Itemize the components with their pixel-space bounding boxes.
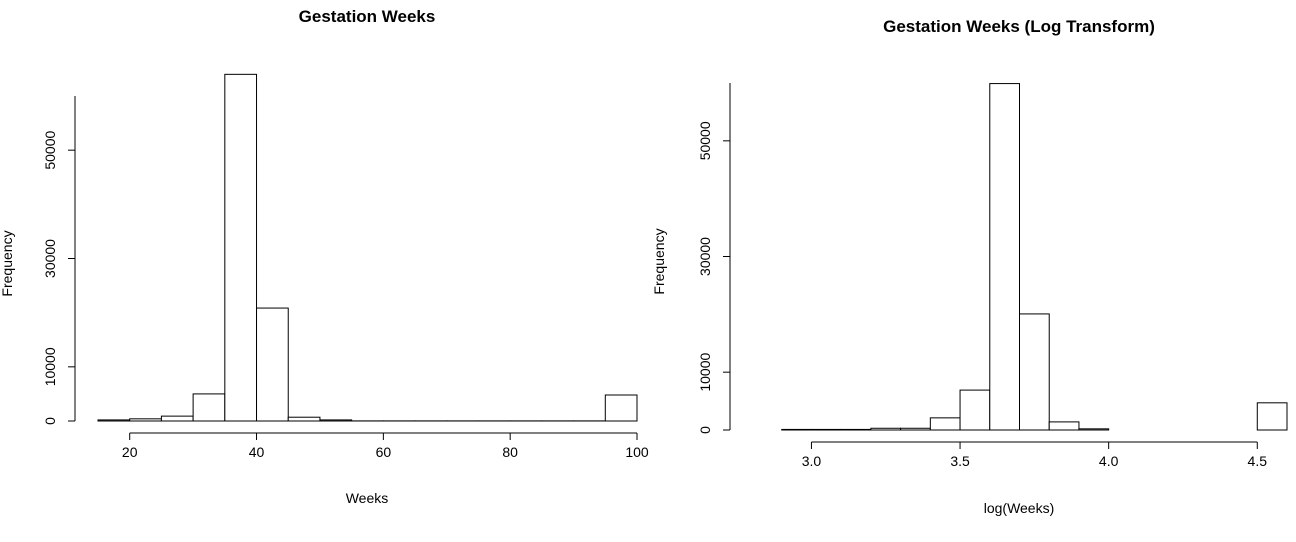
- x-tick-label: 4.5: [1248, 453, 1268, 469]
- x-tick-label: 20: [122, 444, 138, 460]
- y-tick-label: 0: [697, 426, 713, 434]
- x-axis-label: log(Weeks): [984, 500, 1055, 516]
- y-tick-label: 10000: [697, 352, 713, 391]
- bar: [781, 428, 812, 431]
- chart-title: Gestation Weeks: [299, 7, 436, 26]
- chart-title: Gestation Weeks (Log Transform): [883, 17, 1155, 36]
- bar: [929, 417, 961, 431]
- bar: [192, 393, 226, 422]
- x-tick-label: 3.5: [950, 453, 970, 469]
- y-tick-label: 30000: [42, 239, 58, 278]
- bar: [129, 418, 162, 422]
- bar: [900, 427, 931, 431]
- y-axis-label: Frequency: [651, 228, 667, 294]
- bar: [160, 415, 194, 422]
- y-tick-label: 50000: [42, 130, 58, 169]
- bar: [1256, 402, 1288, 431]
- x-tick-label: 3.0: [802, 453, 822, 469]
- bar: [1019, 313, 1050, 431]
- x-tick-label: 80: [502, 444, 518, 460]
- x-tick-label: 4.0: [1099, 453, 1119, 469]
- bar: [604, 394, 638, 422]
- x-axis-label: Weeks: [346, 490, 389, 506]
- bar: [959, 389, 991, 431]
- bar: [256, 307, 289, 422]
- y-tick-label: 50000: [697, 121, 713, 160]
- x-tick-label: 40: [249, 444, 265, 460]
- x-tick-label: 60: [376, 444, 392, 460]
- bar: [989, 83, 1020, 431]
- x-tick-label: 100: [625, 444, 649, 460]
- bar: [810, 428, 842, 431]
- bar: [1048, 421, 1080, 431]
- bar: [1078, 428, 1110, 431]
- bar: [840, 428, 872, 431]
- bar: [287, 416, 321, 422]
- y-axis-label: Frequency: [0, 230, 15, 296]
- y-tick-label: 0: [42, 417, 58, 425]
- bar: [319, 419, 353, 422]
- bar: [870, 427, 902, 431]
- y-tick-label: 30000: [697, 237, 713, 276]
- bar: [97, 419, 131, 422]
- y-tick-label: 10000: [42, 347, 58, 386]
- bar: [224, 73, 258, 422]
